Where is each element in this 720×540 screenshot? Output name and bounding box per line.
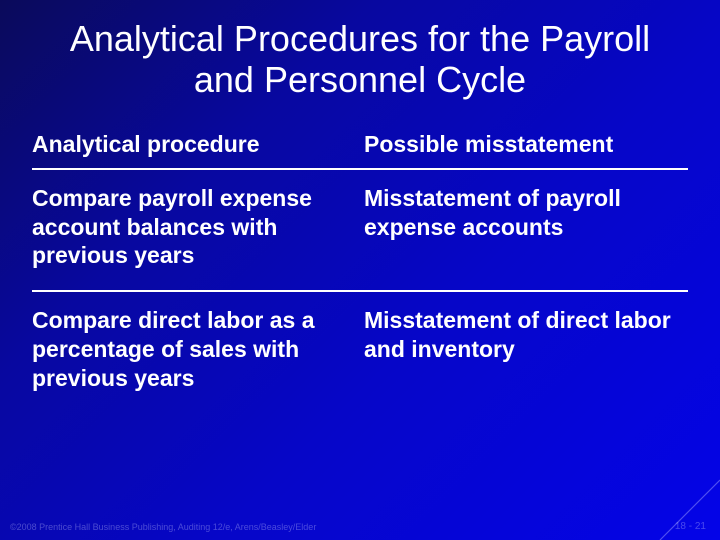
table-row: Compare payroll expense account balances… [32, 184, 688, 292]
cell-misstatement: Misstatement of direct labor and invento… [360, 306, 688, 392]
page-number: 18 - 21 [675, 521, 706, 532]
cell-procedure: Compare payroll expense account balances… [32, 184, 360, 270]
column-header-procedure: Analytical procedure [32, 131, 360, 158]
table-header-row: Analytical procedure Possible misstateme… [32, 131, 688, 170]
procedures-table: Analytical procedure Possible misstateme… [32, 131, 688, 413]
slide-title: Analytical Procedures for the Payroll an… [32, 18, 688, 101]
slide-container: Analytical Procedures for the Payroll an… [0, 0, 720, 540]
footer-copyright: ©2008 Prentice Hall Business Publishing,… [10, 522, 316, 532]
column-header-misstatement: Possible misstatement [360, 131, 688, 158]
cell-misstatement: Misstatement of payroll expense accounts [360, 184, 688, 270]
cell-procedure: Compare direct labor as a percentage of … [32, 306, 360, 392]
table-row: Compare direct labor as a percentage of … [32, 306, 688, 412]
